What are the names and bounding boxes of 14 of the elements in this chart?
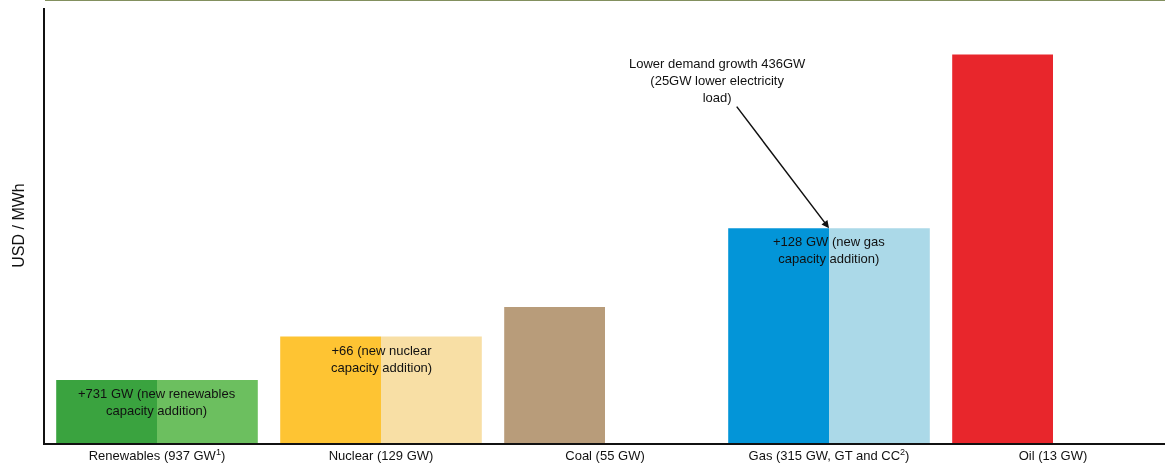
y-axis-title: USD / MWh xyxy=(9,183,27,268)
x-tick-label: Oil (13 GW) xyxy=(1018,448,1088,464)
annotation: Lower demand growth 436GW (25GW lower electricity load) xyxy=(629,56,807,105)
x-tick-label: Nuclear (129 GW) xyxy=(328,448,434,464)
x-tick-label: Gas (315 GW, GT and CC$^{2}$) xyxy=(748,446,910,464)
bar xyxy=(952,54,1053,443)
annotation: +128 GW (new gas capacity addition) xyxy=(773,234,886,266)
x-tick-label: Renewables (937 GW$^{1}$) xyxy=(88,446,226,464)
bar xyxy=(504,307,605,443)
annotation: +731 GW (new renewables capacity addition) xyxy=(78,386,236,418)
annotation: +66 (new nuclear capacity addition) xyxy=(331,343,433,375)
x-tick-label: Coal (55 GW) xyxy=(565,448,645,464)
bar xyxy=(728,228,829,443)
bar xyxy=(829,228,930,443)
